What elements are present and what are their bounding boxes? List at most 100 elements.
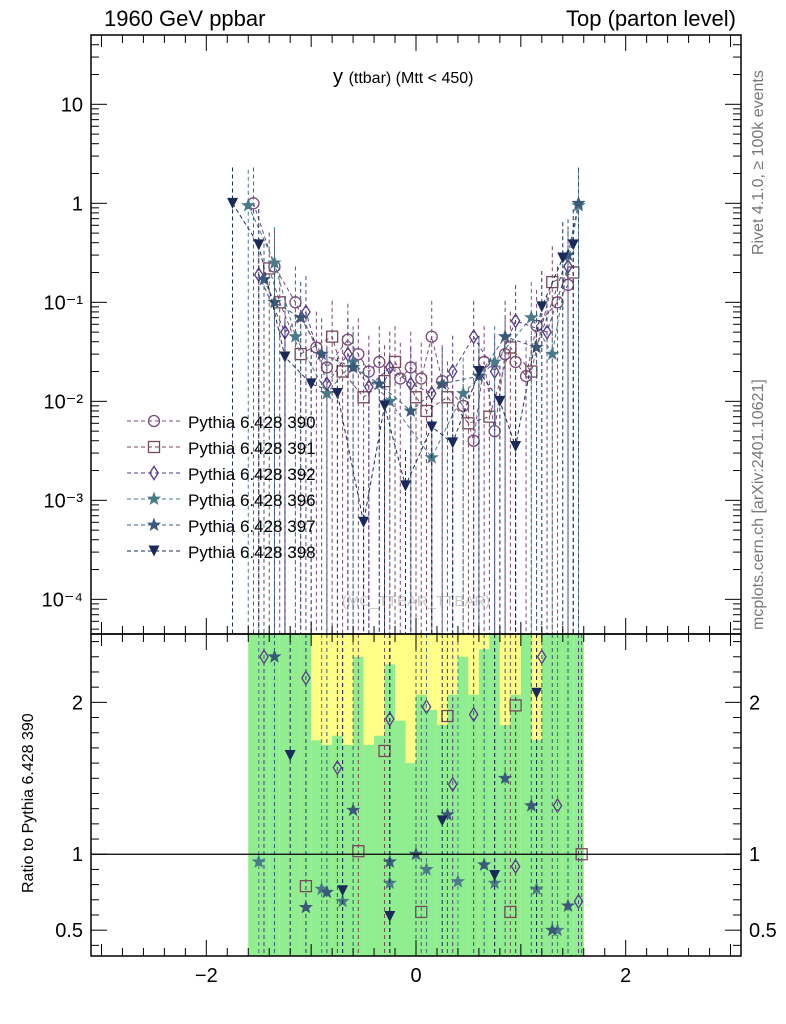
data-point <box>447 437 459 449</box>
ratio-point <box>524 798 539 812</box>
ratio-point <box>510 858 521 875</box>
y-tick-label-main: 10 <box>61 94 83 116</box>
data-point <box>571 195 586 210</box>
data-point <box>279 351 291 363</box>
ratio-band-green <box>311 740 322 956</box>
ratio-point <box>477 857 492 871</box>
ratio-point <box>284 750 296 762</box>
data-point <box>325 330 339 343</box>
legend-label: Pythia 6.428 397 <box>188 517 316 536</box>
data-point <box>314 346 329 361</box>
legend-label: Pythia 6.428 392 <box>188 465 316 484</box>
data-point <box>447 363 458 380</box>
header-right: Top (parton level) <box>566 6 736 31</box>
ratio-point <box>450 874 466 888</box>
ratio-point <box>419 861 434 876</box>
ratio-band-green <box>374 735 385 956</box>
legend-marker <box>147 440 161 454</box>
ratio-point <box>468 706 479 723</box>
ratio-point <box>436 815 448 827</box>
data-point <box>336 365 349 378</box>
x-tick-label: 0 <box>410 965 421 987</box>
data-point <box>567 239 579 251</box>
series-line <box>247 205 579 459</box>
ratio-point <box>531 687 543 699</box>
ratio-band-green <box>457 656 469 956</box>
data-point <box>253 239 265 251</box>
y-tick-label-ratio-right: 0.5 <box>749 920 777 942</box>
ratio-point <box>415 905 428 919</box>
y-tick-label-main: 10⁻¹ <box>44 292 84 314</box>
ratio-point <box>298 899 314 914</box>
ratio-band-green <box>531 740 542 956</box>
ratio-point <box>573 893 584 910</box>
ratio-band-green <box>395 720 406 956</box>
y-tick-label-main: 10⁻⁴ <box>42 589 83 611</box>
y-tick-label-ratio: 0.5 <box>55 920 83 942</box>
ratio-point <box>378 744 391 758</box>
data-point <box>545 346 560 361</box>
data-point <box>372 376 387 390</box>
ratio-band-green <box>290 634 301 956</box>
data-point <box>331 387 343 399</box>
ratio-point <box>497 770 513 785</box>
data-point <box>494 395 506 407</box>
series-group-5 <box>232 167 574 956</box>
data-point <box>319 386 335 400</box>
header-left: 1960 GeV ppbar <box>104 6 266 31</box>
ratio-band-green <box>321 744 333 956</box>
ratio-point <box>337 885 349 897</box>
y-tick-label-main: 10⁻³ <box>44 490 84 512</box>
data-point <box>227 197 239 209</box>
legend-label: Pythia 6.428 391 <box>188 439 316 458</box>
y-tick-label-ratio: 1 <box>72 844 83 866</box>
data-point <box>301 304 311 320</box>
legend-label: Pythia 6.428 398 <box>188 543 316 562</box>
series-line <box>253 203 569 441</box>
legend-marker <box>147 414 161 428</box>
y-tick-label-ratio-right: 1 <box>749 844 760 866</box>
data-point <box>420 404 433 418</box>
ratio-point <box>251 854 266 868</box>
ratio-point <box>384 911 396 923</box>
legend-label: Pythia 6.428 390 <box>188 413 316 432</box>
x-tick-label: −2 <box>195 965 218 987</box>
ratio-point <box>489 870 501 881</box>
ratio-point <box>332 759 343 776</box>
data-point <box>542 324 552 340</box>
data-point <box>546 275 559 289</box>
legend-label: Pythia 6.428 396 <box>188 491 316 510</box>
ratio-band-green <box>405 763 416 956</box>
ratio-band-green <box>520 634 532 956</box>
legend-marker <box>146 491 162 505</box>
data-point <box>473 366 485 378</box>
data-point <box>524 310 539 324</box>
y-tick-label-ratio-right: 2 <box>749 692 760 714</box>
ratio-point <box>345 802 361 817</box>
ratio-band-green <box>353 656 364 956</box>
data-point <box>289 296 302 309</box>
data-point <box>557 252 569 264</box>
plot-title: y (ttbar) (Mtt < 450) <box>333 66 473 89</box>
legend-marker <box>149 465 159 481</box>
data-point <box>529 340 544 354</box>
ratio-point <box>408 846 424 861</box>
data-point <box>345 359 361 374</box>
ratio-band-green <box>541 634 553 956</box>
ratio-point <box>259 648 269 665</box>
data-point <box>403 403 418 418</box>
ratio-band-green <box>342 744 354 956</box>
ratio-band-green <box>279 634 291 956</box>
data-point <box>510 313 521 329</box>
data-point <box>293 310 308 324</box>
ratio-point <box>447 776 458 793</box>
data-point <box>267 255 282 270</box>
data-point <box>497 329 513 343</box>
y-tick-label-main: 10⁻² <box>44 391 84 413</box>
ratio-band-green <box>248 634 259 956</box>
data-point <box>425 330 438 343</box>
data-point <box>241 198 256 212</box>
ratio-band-green <box>426 709 437 956</box>
legend-marker <box>148 545 160 557</box>
